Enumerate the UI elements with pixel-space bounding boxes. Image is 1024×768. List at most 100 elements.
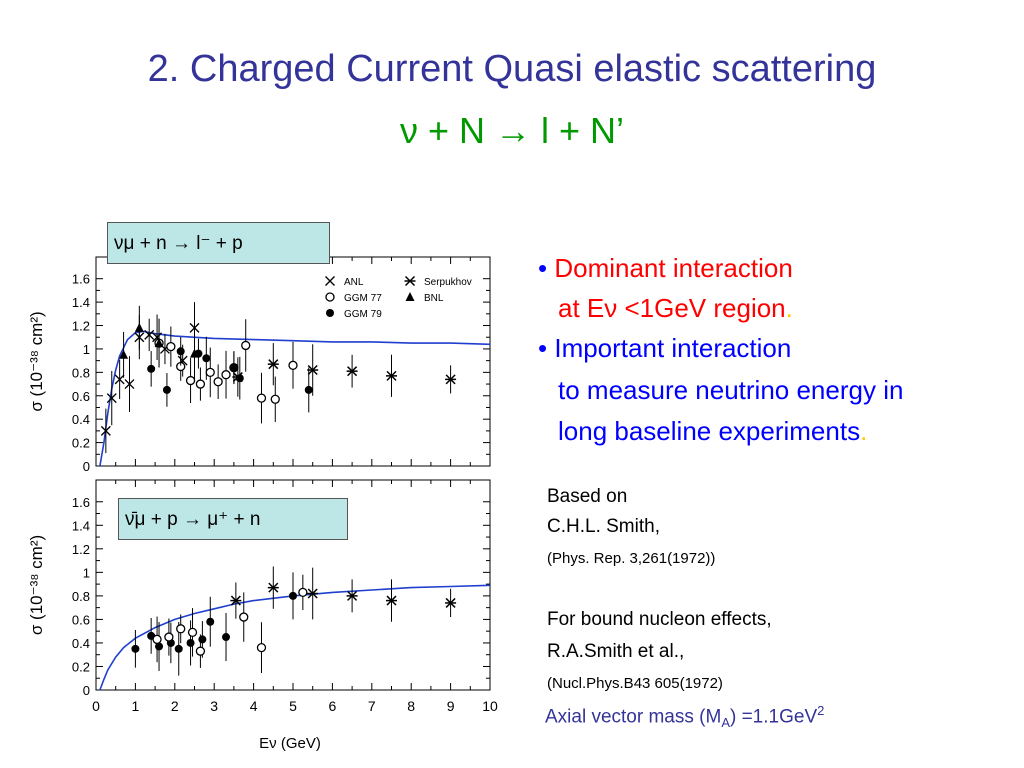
data-point [213, 377, 223, 387]
legend-marker [325, 276, 335, 286]
axial-text: ) =1.1GeV [729, 706, 818, 728]
y-tick-label: 0 [83, 683, 90, 698]
theory-curve [99, 584, 491, 691]
legend-label: Serpukhov [424, 277, 472, 288]
legend-marker [326, 309, 334, 317]
data-point [198, 635, 207, 644]
legend-label: GGM 79 [344, 309, 382, 320]
data-point [304, 385, 313, 394]
data-point [256, 642, 267, 653]
axial-subscript: A [721, 715, 730, 731]
data-point [229, 363, 238, 372]
data-point [232, 372, 244, 383]
y-tick-label: 0.4 [72, 636, 90, 651]
x-axis-label: Eν (GeV) [259, 735, 321, 752]
bullet-period: . [785, 293, 793, 323]
data-point [445, 374, 457, 385]
data-point [386, 370, 397, 381]
data-point [176, 347, 185, 356]
data-point [131, 644, 140, 653]
x-tick-label: 2 [171, 698, 179, 714]
legend-label: BNL [424, 293, 444, 304]
y-tick-label: 1.4 [72, 295, 90, 310]
y-tick-label: 0.6 [72, 612, 90, 627]
bullet-text: long baseline experiments [558, 416, 861, 446]
axial-text: Axial vector mass (M [545, 706, 722, 728]
x-tick-label: 7 [368, 698, 376, 714]
data-point [154, 338, 164, 348]
axial-superscript: 2 [817, 703, 825, 718]
x-tick-label: 6 [329, 698, 337, 714]
data-point [256, 393, 267, 403]
data-point [221, 370, 231, 380]
y-tick-label: 1.6 [72, 495, 90, 510]
y-tick-label: 1.6 [72, 272, 90, 287]
y-tick-label: 0.4 [72, 412, 90, 427]
x-tick-label: 9 [447, 698, 455, 714]
bullet-text: Important interaction [554, 333, 792, 363]
x-tick-label: 0 [92, 698, 100, 714]
ref-smith-citation: (Phys. Rep. 3,261(1972)) [547, 550, 716, 567]
data-point [267, 359, 279, 370]
axial-mass: Axial vector mass (MA) =1.1GeV2 [545, 703, 824, 730]
data-point [162, 385, 171, 394]
antineutrino-reaction-label: ν̄μ + p → μ⁺ + n [118, 498, 348, 540]
data-point [346, 366, 358, 377]
y-tick-label: 1.4 [72, 518, 90, 533]
data-point [230, 595, 242, 606]
legend-marker [325, 292, 335, 302]
x-tick-label: 10 [482, 698, 498, 714]
data-point [166, 341, 176, 352]
legend-marker [404, 275, 416, 287]
y-tick-label: 0 [83, 459, 90, 474]
data-point [119, 349, 129, 359]
data-point [206, 617, 215, 626]
antineutrino-plot: 0 0.2 0.4 0.6 0.8 1 1.2 1.4 1.6 0 1 2 3 4 5 6 7 8 9 10 Eν (G… [27, 479, 498, 752]
data-point [195, 379, 206, 389]
x-tick-label: 5 [289, 698, 297, 714]
bullet-marker: • [538, 333, 548, 363]
legend-marker [405, 292, 415, 301]
data-point [164, 632, 174, 642]
data-point [185, 375, 196, 386]
slide-title: 2. Charged Current Quasi elastic scatter… [147, 48, 877, 90]
bullet-marker: • [538, 253, 548, 283]
data-point [239, 612, 249, 622]
data-point [222, 633, 231, 642]
data-point [386, 595, 397, 606]
data-point [270, 394, 280, 404]
y-tick-label: 1.2 [72, 319, 90, 334]
data-point [186, 638, 195, 647]
bullet-dominant: • Dominant interaction [538, 254, 793, 282]
data-point [298, 587, 308, 598]
data-point [106, 393, 117, 404]
y-axis-label: σ (10⁻³⁸ cm²) [27, 311, 46, 411]
x-tick-label: 3 [210, 698, 218, 714]
data-point [190, 348, 199, 358]
y-tick-label: 0.2 [72, 436, 90, 451]
data-point [267, 582, 279, 593]
data-point [445, 597, 457, 608]
data-point [289, 591, 297, 600]
data-point [134, 322, 144, 332]
y-tick-label: 1 [83, 342, 90, 357]
data-point [346, 590, 358, 601]
data-point [174, 644, 183, 653]
data-point [288, 360, 298, 370]
data-point [241, 340, 251, 351]
data-point [100, 425, 111, 436]
bullet-text: at Eν <1GeV region [558, 293, 786, 323]
neutrino-reaction-label: νμ + n → l⁻ + p [107, 222, 330, 264]
data-point [205, 367, 215, 378]
y-tick-label: 0.8 [72, 589, 90, 604]
bullet-important-line3: long baseline experiments. [558, 417, 867, 445]
x-tick-label: 4 [250, 698, 258, 714]
reaction-equation: ν + N → l + N’ [399, 110, 625, 151]
legend-label: ANL [344, 277, 364, 288]
based-on: Based on [547, 486, 628, 507]
y-tick-label: 1 [83, 565, 90, 580]
cross-section-plots: 0 0.2 0.4 0.6 0.8 1 1.2 1.4 1.6 σ (10⁻³⁸ cm²) ANL G… [27, 256, 498, 752]
y-tick-label: 0.8 [72, 365, 90, 380]
theory-curve [99, 330, 491, 467]
bullet-text: Dominant interaction [554, 253, 793, 283]
